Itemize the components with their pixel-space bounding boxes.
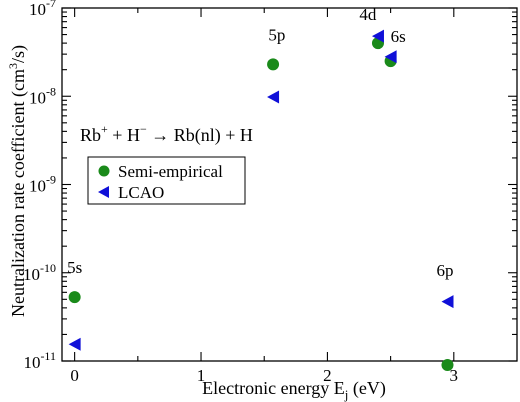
x-tick-label: 3 xyxy=(450,366,459,385)
y-tick-label-base: 10 xyxy=(29,0,46,19)
y-tick-label-base: 10 xyxy=(23,265,40,284)
legend-marker-lcao xyxy=(98,186,109,198)
y-tick-label: 10-11 xyxy=(23,349,56,372)
eq-rb-sup: + xyxy=(101,122,108,136)
y-tick-label: 10-9 xyxy=(29,173,56,196)
data-points xyxy=(68,29,454,372)
annotation-6p: 6p xyxy=(436,261,453,280)
eq-arrow: → Rb(nl) + H xyxy=(147,125,253,146)
point-annotations: 5s 5p 4d 6s 6p xyxy=(67,5,453,280)
point-lcao xyxy=(371,29,384,43)
y-tick-label: 10-10 xyxy=(23,261,56,284)
y-tick-label-exponent: -10 xyxy=(40,261,56,275)
x-tick-label: 2 xyxy=(323,366,332,385)
y-tick-label-exponent: -7 xyxy=(46,0,56,10)
y-tick-label: 10-8 xyxy=(29,84,56,107)
x-axis-title: Electronic energy Ej (eV) xyxy=(202,378,386,402)
legend-box xyxy=(87,156,246,205)
y-axis-title: Neutralization rate coefficient (cm3/s) xyxy=(6,45,29,317)
eq-rb: Rb xyxy=(80,125,101,145)
y-tick-label-base: 10 xyxy=(29,88,46,107)
x-tick-label: 0 xyxy=(70,366,79,385)
y-title-sup: 3 xyxy=(6,63,20,69)
point-lcao xyxy=(384,50,397,64)
annotation-5s: 5s xyxy=(67,258,82,277)
equation-label: Rb+ + H− → Rb(nl) + H xyxy=(80,122,253,146)
y-title-unit: /s) xyxy=(8,45,29,63)
x-title-unit: (eV) xyxy=(348,378,385,399)
x-axis-ticks: 0 1 2 3 xyxy=(70,8,458,385)
point-semi-empirical xyxy=(267,58,280,71)
x-title-sub: j xyxy=(344,387,349,402)
y-title-main: Neutralization rate coefficient (cm xyxy=(8,69,29,317)
equation-text: Rb+ + H− → Rb(nl) + H xyxy=(80,122,253,146)
point-lcao xyxy=(267,90,280,104)
point-lcao xyxy=(441,295,454,309)
point-semi-empirical xyxy=(441,359,454,372)
y-tick-label: 10-7 xyxy=(29,0,56,19)
eq-h-sup: − xyxy=(140,122,147,136)
legend-label-lcao: LCAO xyxy=(118,183,164,202)
point-semi-empirical xyxy=(68,291,81,304)
y-tick-label-base: 10 xyxy=(29,177,46,196)
y-tick-label-exponent: -11 xyxy=(40,349,56,363)
legend: Semi-empirical LCAO xyxy=(87,156,246,205)
y-tick-label-exponent: -9 xyxy=(46,173,56,187)
legend-label-semi-empirical: Semi-empirical xyxy=(118,162,223,181)
point-lcao xyxy=(68,337,81,351)
annotation-5p: 5p xyxy=(268,25,285,44)
legend-marker-semi-empirical xyxy=(98,165,110,177)
annotation-4d: 4d xyxy=(359,5,377,24)
y-tick-label-exponent: -8 xyxy=(46,84,56,98)
annotation-6s: 6s xyxy=(391,27,406,46)
eq-plus-h: + H xyxy=(108,125,140,145)
x-title-main: Electronic energy E xyxy=(202,378,345,398)
x-tick-label: 1 xyxy=(197,366,206,385)
y-tick-label-base: 10 xyxy=(23,353,40,372)
